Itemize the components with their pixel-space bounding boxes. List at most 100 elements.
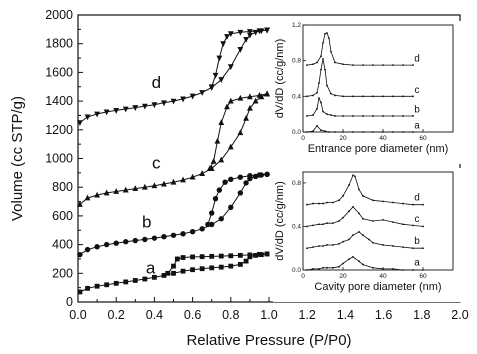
inset-data-point [316, 61, 318, 64]
inset-data-point [352, 115, 354, 117]
inset-data-point [372, 64, 374, 67]
inset-y-tick-label: 0.4 [292, 93, 301, 100]
inset-data-point [312, 130, 314, 133]
inset-data-point [316, 91, 318, 94]
data-point [264, 251, 270, 257]
inset-x-tick-label: 40 [379, 135, 387, 142]
inset-data-point [342, 95, 344, 98]
inset-series-a: a [306, 120, 420, 133]
inset-y-tick-label: 0.0 [292, 129, 301, 136]
inset-data-point [402, 223, 404, 226]
data-point [218, 119, 225, 126]
data-point [113, 280, 119, 286]
data-point [161, 180, 167, 187]
data-point [77, 289, 83, 295]
data-point [103, 189, 110, 196]
data-point [256, 28, 263, 35]
inset-data-point [362, 95, 364, 98]
data-point [84, 114, 91, 121]
data-point [227, 64, 234, 71]
inset-data-point [334, 115, 336, 117]
data-point [218, 216, 224, 222]
y-tick-label: 1800 [45, 37, 73, 51]
inset-background [273, 168, 465, 302]
inset-data-point [328, 37, 330, 40]
inset-data-point [358, 230, 360, 233]
y-tick-label: 600 [52, 209, 73, 223]
data-point [199, 170, 206, 176]
inset-data-point [368, 238, 370, 241]
inset-data-point [402, 64, 404, 67]
inset-data-point [338, 242, 340, 245]
inset-data-point [338, 199, 340, 202]
inset-data-point [382, 268, 384, 270]
inset-series-label: d [414, 54, 420, 65]
data-point [247, 104, 253, 111]
inset-data-point [312, 94, 314, 97]
data-point [247, 173, 253, 179]
y-tick-label: 1000 [45, 152, 73, 166]
data-point [227, 31, 234, 38]
inset-data-point [338, 265, 340, 268]
inset-data-point [306, 131, 308, 133]
inset-data-point [306, 269, 308, 271]
y-tick-label: 1400 [45, 94, 73, 108]
data-point [171, 270, 176, 276]
inset-data-point [352, 205, 354, 208]
inset-x-tick-label: 40 [379, 273, 387, 280]
inset-y-tick-label: 0.8 [292, 180, 301, 187]
data-point [132, 278, 138, 283]
inset-data-point [412, 64, 414, 67]
inset-data-point [362, 115, 364, 117]
data-point [122, 186, 129, 193]
inset-data-point [322, 266, 324, 269]
inset-series-c: c [306, 57, 420, 98]
inset-data-point [338, 220, 340, 222]
series-label: d [152, 73, 161, 92]
data-point [243, 36, 249, 43]
inset-x-tick-label: 0 [301, 135, 305, 142]
inset-data-point [412, 131, 414, 133]
inset-series-b: b [306, 230, 424, 250]
data-point [227, 97, 234, 104]
data-point [237, 190, 244, 196]
inset-data-point [334, 94, 336, 97]
series-b: b [77, 171, 270, 258]
data-point [224, 103, 230, 110]
inset-data-point [362, 195, 364, 197]
inset-series-d: d [306, 174, 424, 206]
data-point [209, 221, 215, 228]
inset-data-point [392, 95, 394, 98]
data-point [84, 194, 91, 201]
data-point [152, 274, 157, 280]
inset-data-point [320, 68, 322, 71]
inset-data-point [348, 258, 350, 261]
inset-data-point [358, 188, 360, 191]
data-point [247, 252, 253, 258]
inset-data-point [342, 262, 344, 265]
x-tick-label: 2.0 [451, 308, 468, 322]
data-point [199, 90, 206, 96]
inset-data-point [328, 131, 330, 133]
data-point [257, 251, 262, 257]
inset-data-point [318, 82, 320, 84]
inset-data-point [342, 131, 344, 133]
x-axis-label: Relative Pressure (P/P0) [186, 332, 351, 349]
inset-x-tick-label: 60 [419, 135, 427, 142]
inset-data-point [372, 220, 374, 222]
data-point [253, 252, 259, 258]
inset-data-point [326, 84, 328, 87]
inset-data-point [318, 223, 320, 226]
inset-series-label: d [414, 192, 420, 203]
inset-data-point [324, 130, 326, 133]
inset-data-point [334, 61, 336, 64]
inset-data-point [306, 203, 308, 206]
data-point [103, 109, 110, 116]
x-tick-label: 0.6 [184, 308, 201, 322]
data-point [180, 268, 186, 274]
data-point [264, 171, 270, 177]
data-point [123, 239, 129, 245]
data-point [141, 103, 148, 110]
data-point [228, 204, 234, 210]
